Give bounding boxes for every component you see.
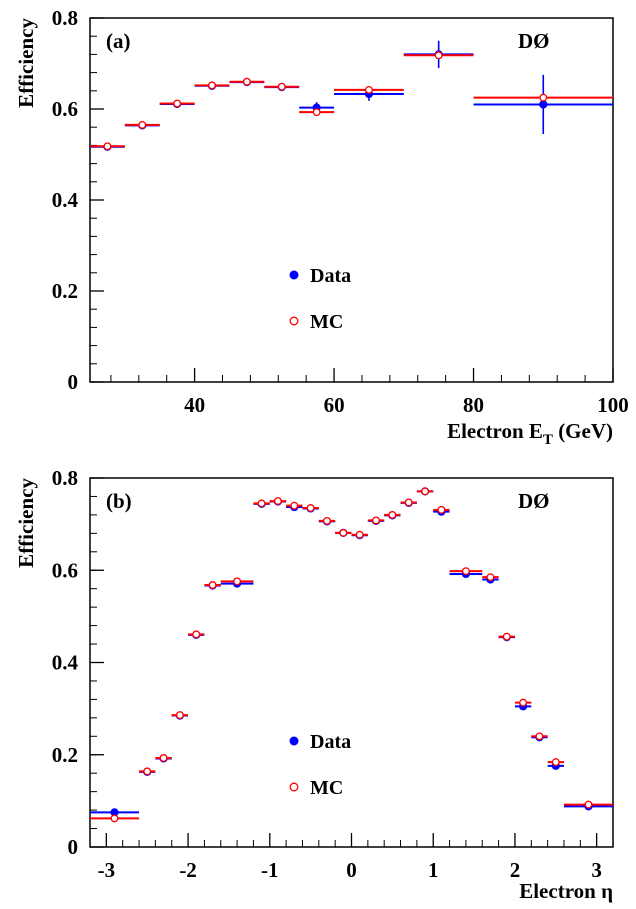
mc-point (535, 732, 544, 741)
y-tick-label: 0 (68, 370, 79, 394)
y-tick-label: 0.8 (52, 6, 78, 30)
experiment-label: DØ (518, 489, 550, 513)
y-axis-title: Efficiency (14, 478, 38, 568)
x-tick-label: 1 (428, 858, 439, 882)
mc-point (421, 487, 429, 496)
mc-point (306, 504, 315, 512)
mc-point (539, 93, 548, 102)
mc-point (103, 142, 112, 151)
mc-point (277, 82, 286, 91)
mc-point (257, 499, 266, 508)
legend-marker-mc (289, 782, 299, 792)
legend-label: Data (310, 731, 351, 753)
mc-point (233, 577, 242, 586)
mc-point (519, 698, 528, 707)
mc-point (372, 516, 380, 525)
x-axis-title-subscript: T (543, 432, 553, 448)
mc-point (461, 567, 470, 576)
x-tick-label: 60 (324, 393, 345, 417)
x-axis-title-unit: (GeV) (553, 419, 613, 443)
mc-point (339, 528, 348, 537)
experiment-label: DØ (518, 29, 550, 53)
data-point (539, 100, 548, 109)
y-tick-label: 0.2 (52, 279, 78, 303)
mc-point (434, 51, 443, 60)
mc-point (551, 758, 560, 767)
plot-frame (89, 17, 614, 383)
legend-label: MC (310, 311, 343, 333)
mc-point (143, 767, 152, 776)
series-data (90, 40, 613, 151)
mc-point (312, 108, 321, 117)
x-tick-label: 80 (463, 393, 484, 417)
panel-b: 0 0.2 0.4 0.6 0.8 -3 -2 -1 0 1 2 3 Efficiency Electro… (14, 466, 614, 903)
mc-point (159, 754, 168, 762)
mc-point (192, 630, 201, 639)
x-tick-label: -2 (179, 858, 197, 882)
mc-point (110, 814, 119, 823)
mc-point (175, 711, 184, 720)
x-axis-title: Electron η (519, 879, 613, 903)
mc-point (173, 99, 182, 108)
y-tick-label: 0.4 (52, 188, 79, 212)
mc-point (437, 505, 446, 514)
x-tick-label: 2 (510, 858, 521, 882)
y-tick-label: 0.8 (52, 466, 78, 490)
panel-a: 0 0.2 0.4 0.6 0.8 40 60 80 100 Efficiency Electron… (14, 6, 629, 448)
mc-point (323, 516, 331, 525)
mc-point (208, 81, 216, 90)
mc-point (290, 501, 299, 510)
mc-point (502, 632, 511, 641)
x-axis-title: Electron ET (GeV) (447, 419, 613, 448)
mc-point (208, 581, 217, 589)
legend-marker-data (289, 736, 299, 746)
y-tick-label: 0 (68, 835, 79, 859)
mc-point (486, 573, 495, 582)
legend-label: Data (310, 265, 351, 287)
series-data (90, 487, 613, 817)
x-tick-label: -3 (98, 858, 116, 882)
mc-point (364, 85, 373, 94)
y-tick-label: 0.6 (52, 558, 78, 582)
y-tick-label: 0.4 (52, 651, 79, 675)
x-tick-label: 100 (597, 393, 629, 417)
x-tick-label: 3 (591, 858, 602, 882)
mc-point (404, 498, 413, 507)
x-tick-label: 40 (184, 393, 205, 417)
series-mc (90, 51, 613, 151)
mc-point (584, 800, 593, 809)
x-tick-label: 0 (346, 858, 357, 882)
y-tick-label: 0.6 (52, 97, 78, 121)
legend-marker-data (289, 270, 299, 280)
mc-point (355, 530, 364, 539)
legend-label: MC (310, 777, 343, 799)
mc-point (242, 77, 251, 86)
y-tick-label: 0.2 (52, 743, 78, 767)
series-mc (90, 487, 613, 823)
mc-point (388, 510, 397, 519)
mc-point (274, 497, 282, 506)
y-axis-title: Efficiency (14, 18, 38, 108)
x-axis-title-main: Electron η (519, 879, 613, 903)
x-tick-label: -1 (261, 858, 279, 882)
legend-marker-mc (289, 316, 299, 326)
panel-label: (b) (106, 489, 132, 513)
mc-point (138, 120, 147, 129)
panel-label: (a) (106, 29, 131, 53)
x-axis-title-main: Electron E (447, 419, 543, 443)
